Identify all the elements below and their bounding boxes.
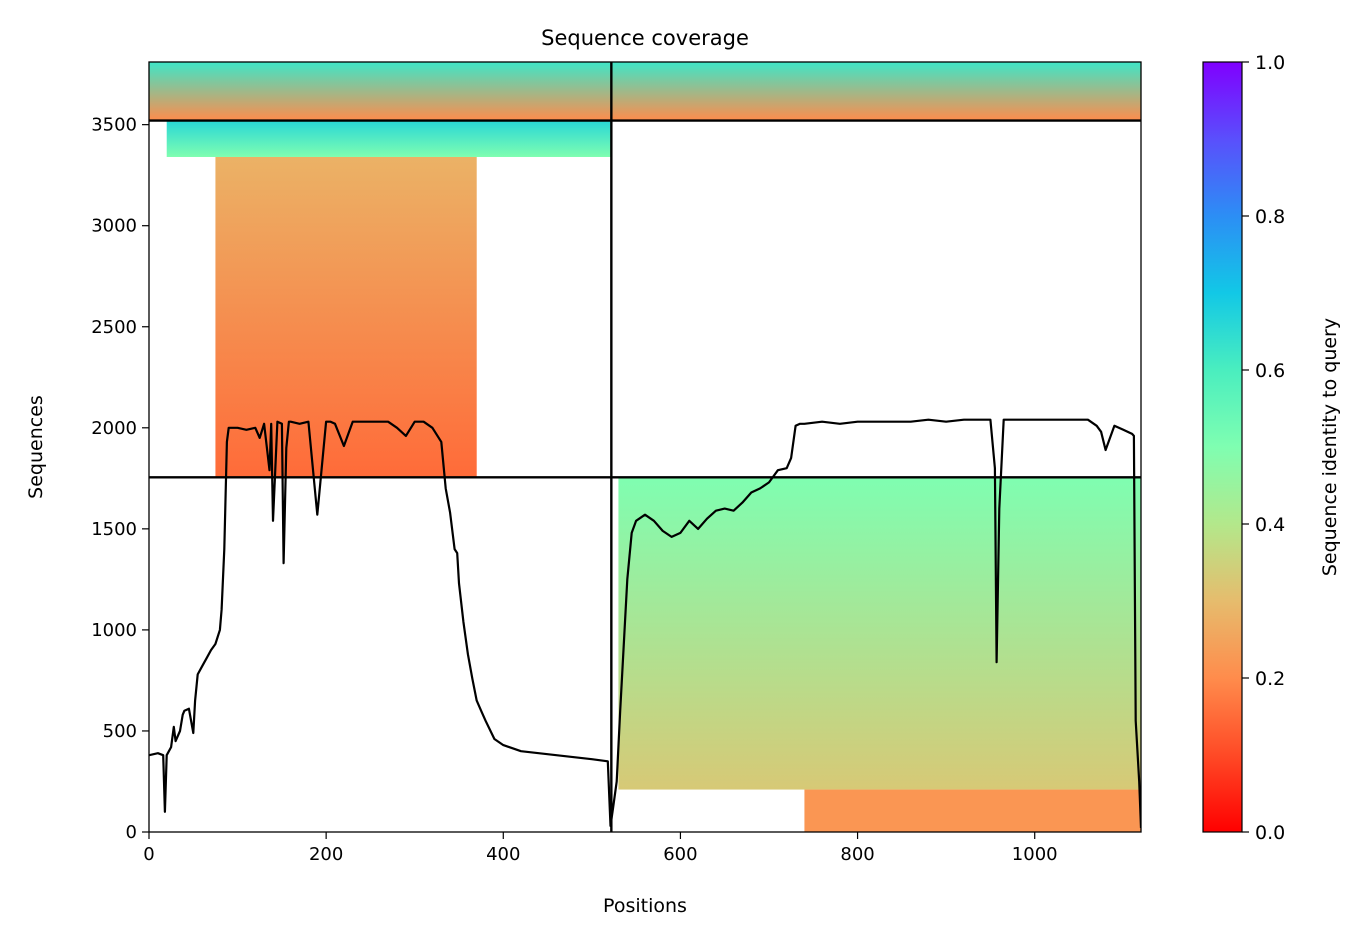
plot-frame [148, 61, 1142, 833]
y-axis-label: Sequences [25, 395, 47, 499]
colorbar-ticks: 0.0 0.2 0.4 0.6 0.8 1.0 [1242, 52, 1285, 844]
colorbar-tick-label: 0.8 [1255, 206, 1285, 228]
colorbar-tick-label: 1.0 [1255, 52, 1285, 74]
x-tick-label: 0 [143, 844, 154, 865]
chart-title: Sequence coverage [541, 26, 749, 50]
colorbar-tick-label: 0.0 [1255, 822, 1285, 844]
y-tick-label: 0 [126, 822, 137, 843]
colorbar-tick-label: 0.2 [1255, 668, 1285, 690]
y-tick-label: 2500 [91, 317, 137, 338]
y-tick-label: 3000 [91, 216, 137, 237]
x-axis-label: Positions [603, 895, 687, 917]
colorbar: 0.0 0.2 0.4 0.6 0.8 1.0 Sequence identity to … [1202, 52, 1341, 844]
colorbar-gradient [1202, 61, 1243, 833]
coverage-block [804, 789, 1141, 832]
colorbar-tick-label: 0.6 [1255, 360, 1285, 382]
coverage-line [149, 418, 1141, 829]
plot-area [148, 61, 1142, 833]
coverage-block [618, 477, 1141, 790]
coverage-heatmap [149, 62, 1141, 832]
y-tick-label: 3500 [91, 115, 137, 136]
x-axis: 0 200 400 600 800 1000 [143, 832, 1058, 865]
x-tick-label: 600 [663, 844, 697, 865]
coverage-block [149, 62, 612, 121]
coverage-block [166, 120, 612, 157]
y-tick-label: 1500 [91, 519, 137, 540]
y-tick-label: 1000 [91, 620, 137, 641]
colorbar-tick-label: 0.4 [1255, 514, 1285, 536]
colorbar-label: Sequence identity to query [1319, 318, 1341, 576]
y-tick-label: 500 [103, 721, 137, 742]
x-tick-label: 800 [840, 844, 874, 865]
y-tick-label: 2000 [91, 418, 137, 439]
y-axis: 0 500 1000 1500 2000 2500 3000 3500 [91, 115, 149, 843]
coverage-block [611, 62, 1141, 121]
x-tick-label: 1000 [1012, 844, 1058, 865]
x-tick-label: 200 [309, 844, 343, 865]
x-tick-label: 400 [486, 844, 520, 865]
coverage-block [215, 156, 477, 478]
